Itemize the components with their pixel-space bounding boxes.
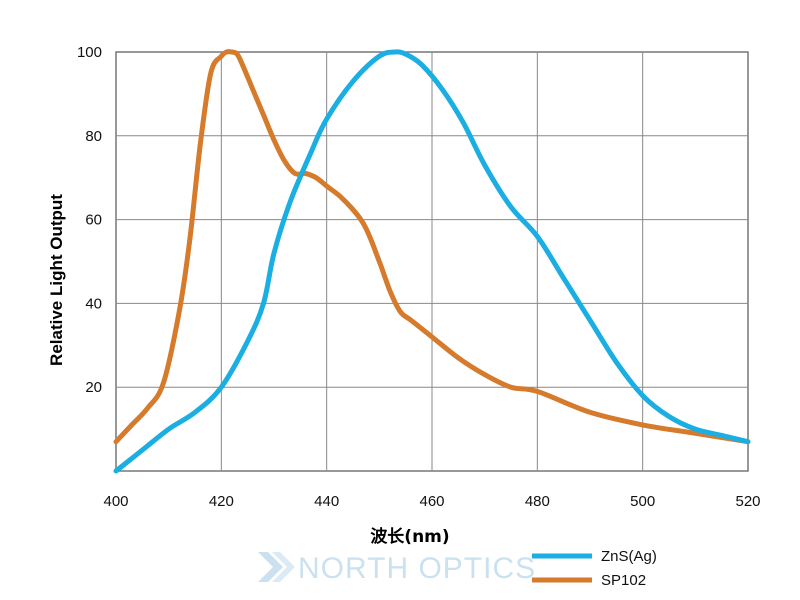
x-tick-label: 520 [735,493,760,510]
y-tick-label: 100 [77,44,102,61]
series-line-sp102 [113,49,751,445]
x-axis-label: 波长(nm) [370,526,449,547]
y-tick-label: 60 [85,212,102,229]
legend: ZnS(Ag) SP102 [532,548,657,589]
watermark-text: NORTH OPTICS [298,552,536,585]
legend-label: SP102 [601,572,646,589]
legend-label: ZnS(Ag) [601,548,657,565]
tick-labels: 400 420 440 460 480 500 520 20 40 60 80 100 [77,44,761,510]
y-tick-label: 20 [85,379,102,396]
series-line-zns-ag [113,49,751,474]
y-tick-label: 40 [85,295,102,312]
x-tick-label: 400 [103,493,128,510]
watermark-logo [258,552,295,582]
x-tick-label: 500 [630,493,655,510]
x-tick-label: 420 [209,493,234,510]
y-axis-label: Relative Light Output [47,194,66,366]
watermark: NORTH OPTICS [258,552,536,585]
series-layer [113,49,751,474]
x-tick-label: 460 [419,493,444,510]
y-tick-label: 80 [85,128,102,145]
grid [116,52,748,471]
x-tick-label: 480 [525,493,550,510]
x-tick-label: 440 [314,493,339,510]
